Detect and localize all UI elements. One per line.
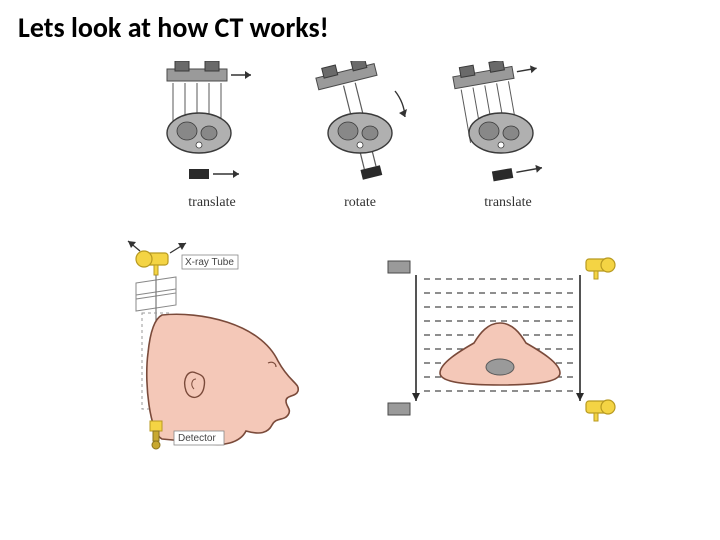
xray-tube-icon	[586, 400, 615, 421]
figure-container: translate	[0, 55, 720, 453]
detector-label: Detector	[178, 433, 216, 444]
scan-mode-label: translate	[484, 195, 531, 211]
scan-mode-translate-2: translate	[443, 61, 573, 211]
body-axial-icon	[440, 323, 560, 385]
scan-mode-svg	[295, 61, 425, 191]
xray-tube-icon	[136, 251, 168, 275]
scan-mode-rotate: rotate	[295, 61, 425, 211]
xray-tube-icon	[586, 258, 615, 279]
scan-mode-label: rotate	[344, 195, 376, 211]
axial-scan-svg	[380, 243, 620, 443]
scan-mode-svg	[147, 61, 277, 191]
scan-mode-svg	[443, 61, 573, 191]
head-profile-icon	[147, 314, 298, 444]
scan-mode-row: translate	[147, 61, 573, 211]
scan-mode-label: translate	[188, 195, 235, 211]
head-scan-svg: X-ray Tube	[100, 233, 320, 453]
detail-row: X-ray Tube	[100, 233, 620, 453]
xray-tube-label: X-ray Tube	[185, 257, 234, 268]
page-title: Lets look at how CT works!	[0, 0, 720, 55]
scan-mode-translate-1: translate	[147, 61, 277, 211]
